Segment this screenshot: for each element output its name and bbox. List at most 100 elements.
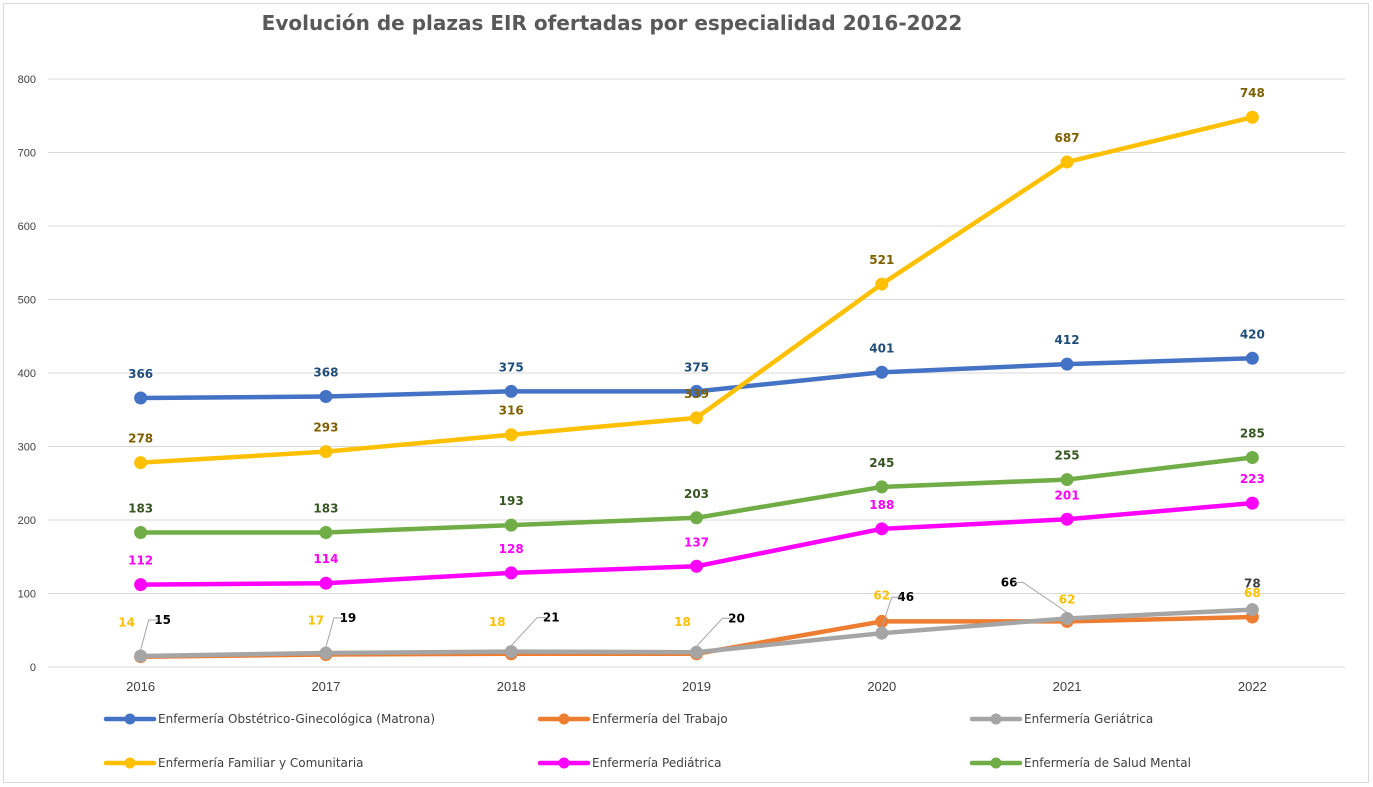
data-point [504,384,518,398]
data-point [1060,512,1074,526]
x-axis-ticks: 2016 2017 2018 2019 2020 2021 2022 [126,679,1267,694]
y-tick-label: 700 [18,148,36,160]
data-point [690,411,703,425]
legend-swatch-marker [990,757,1002,769]
x-tick-label: 2021 [1053,679,1082,694]
x-tick-label: 2022 [1238,679,1267,694]
data-label: 748 [1240,86,1265,100]
data-label: 687 [1055,131,1080,145]
data-label: 68 [1244,586,1261,600]
data-label: 223 [1240,472,1265,486]
y-tick-label: 600 [18,221,36,233]
data-label: 245 [869,456,894,470]
data-point [1245,603,1259,617]
data-label: 128 [499,542,524,556]
series-line [138,114,1255,465]
data-point [1060,473,1074,487]
data-point [319,525,333,539]
data-label: 521 [869,253,894,267]
y-tick-label: 500 [18,295,36,307]
legend-entry-label: Enfermería Familiar y Comunitaria [158,756,364,770]
data-point [134,649,148,663]
data-point [690,511,703,525]
x-tick-label: 2020 [867,679,896,694]
series-lines [134,110,1259,664]
label-leader-line [510,617,548,646]
data-point [690,645,703,659]
data-point [319,445,333,459]
data-label: 14 [118,616,135,630]
data-label: 401 [869,341,894,355]
data-label: 368 [313,366,338,380]
gridlines [48,78,1345,668]
x-tick-label: 2017 [311,679,340,694]
label-leader-line [696,617,733,647]
data-point [875,522,889,536]
y-axis-ticks: 0 100 200 300 400 500 600 700 800 [18,74,36,674]
y-tick-label: 300 [18,442,36,454]
data-label: 255 [1055,449,1080,463]
data-label: 19 [340,611,357,625]
x-tick-label: 2019 [682,679,711,694]
data-label: 62 [873,588,890,602]
data-point [875,365,889,379]
data-label: 375 [684,360,709,374]
data-label: 78 [1244,577,1261,591]
y-tick-label: 100 [18,589,36,601]
legend-entry-label: Enfermería de Salud Mental [1024,756,1191,770]
data-label: 201 [1055,488,1080,502]
x-tick-label: 2016 [126,679,155,694]
data-label: 66 [1001,575,1018,589]
data-label: 17 [308,614,325,628]
legend-entry-label: Enfermería Geriátrica [1024,712,1153,726]
chart-title: Evolución de plazas EIR ofertadas por es… [262,11,963,35]
label-leader-line [140,619,159,651]
data-label: 193 [499,494,524,508]
data-point [1245,110,1259,124]
data-point [134,578,148,592]
data-point [504,518,518,532]
data-label: 316 [499,404,524,418]
data-point [134,525,148,539]
data-point [875,277,889,291]
y-tick-label: 0 [30,662,36,674]
data-label: 293 [313,421,338,435]
legend-entry-label: Enfermería del Trabajo [592,712,728,726]
data-label: 15 [154,613,171,627]
data-labels: 366 368 375 375 401 412 420 278 293 316 339 521 687 7… [118,86,1265,651]
legend-entry-label: Enfermería Pediátrica [592,756,721,770]
data-label: 339 [684,387,709,401]
data-point [319,646,333,660]
data-label: 188 [869,498,894,512]
data-point [504,645,518,659]
y-tick-label: 800 [18,74,36,86]
data-point [134,391,148,405]
data-point [1060,611,1074,625]
data-point [134,456,148,470]
data-label: 137 [684,535,709,549]
data-label: 183 [313,501,338,515]
legend: Enfermería Obstétrico-Ginecológica (Matr… [103,712,1191,770]
data-point [1060,357,1074,371]
legend-swatch-marker [124,757,136,769]
data-point [504,428,518,442]
data-label: 46 [897,590,914,604]
legend-swatch-marker [558,713,570,725]
legend-entry-label: Enfermería Obstétrico-Ginecológica (Matr… [158,712,435,726]
data-label: 18 [674,615,691,629]
label-leader-line [881,596,902,628]
x-tick-label: 2018 [497,679,526,694]
data-point [1245,496,1259,510]
data-label: 20 [728,611,745,625]
data-point [875,626,889,640]
data-point [1060,155,1074,169]
data-label: 183 [128,501,153,515]
data-point [319,576,333,590]
legend-swatch-marker [558,757,570,769]
data-label: 112 [128,554,153,568]
data-label: 62 [1059,592,1076,606]
y-tick-label: 200 [18,515,36,527]
data-label: 420 [1240,327,1265,341]
data-label: 375 [499,360,524,374]
label-leader-line [1013,581,1068,613]
